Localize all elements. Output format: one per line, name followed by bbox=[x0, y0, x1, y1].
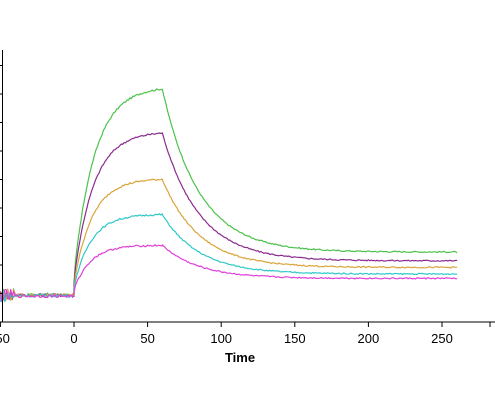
series-line-1 bbox=[0, 88, 458, 301]
x-axis-ticks: -50 0 50 100 150 200 250 bbox=[0, 322, 491, 346]
series-line-4 bbox=[0, 213, 458, 303]
y-axis-ticks bbox=[0, 65, 3, 323]
series-line-5 bbox=[0, 244, 458, 303]
x-tick-label: 150 bbox=[284, 331, 306, 346]
x-tick-label: -50 bbox=[0, 331, 10, 346]
x-tick-label: 50 bbox=[140, 331, 154, 346]
x-tick-label: 250 bbox=[431, 331, 453, 346]
x-tick-label: 0 bbox=[70, 331, 77, 346]
x-tick-label: 100 bbox=[210, 331, 232, 346]
x-axis-title: Time bbox=[225, 350, 255, 365]
series-group bbox=[0, 88, 458, 303]
x-tick-label: 200 bbox=[358, 331, 380, 346]
series-line-2 bbox=[0, 132, 458, 302]
